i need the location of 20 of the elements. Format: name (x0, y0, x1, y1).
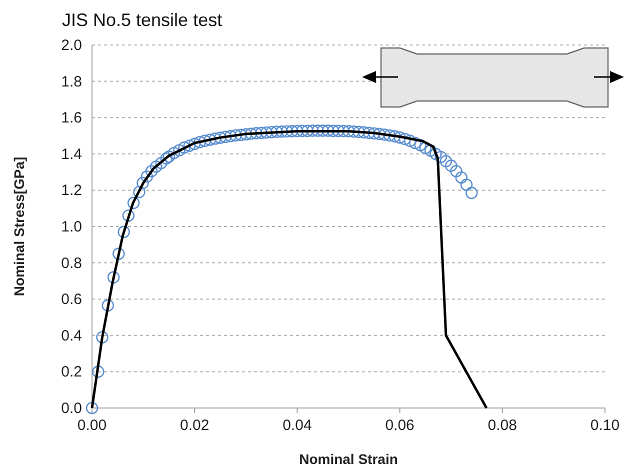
y-tick-label: 1.0 (61, 218, 82, 236)
y-axis-title: Nominal Stress[GPa] (11, 156, 27, 296)
y-tick-label: 0.0 (61, 400, 82, 417)
y-tick-label: 1.4 (61, 146, 82, 163)
y-tick-label: 0.6 (61, 291, 82, 308)
y-tick-label: 1.6 (61, 110, 82, 127)
x-tick-label: 0.06 (385, 417, 414, 434)
x-tick-label: 0.02 (180, 417, 210, 434)
chart-title: JIS No.5 tensile test (62, 10, 222, 30)
y-tick-label: 0.8 (61, 254, 82, 272)
x-tick-label: 0.08 (488, 417, 517, 434)
x-tick-label: 0.04 (282, 417, 312, 434)
y-tick-label: 0.4 (61, 327, 82, 344)
x-tick-label: 0.10 (590, 417, 620, 434)
y-tick-label: 0.2 (61, 364, 82, 381)
x-axis-title: Nominal Strain (299, 451, 398, 467)
x-tick-label: 0.00 (77, 417, 107, 434)
y-tick-label: 2.0 (61, 37, 82, 54)
y-tick-label: 1.8 (61, 73, 82, 90)
y-tick-label: 1.2 (61, 182, 82, 200)
